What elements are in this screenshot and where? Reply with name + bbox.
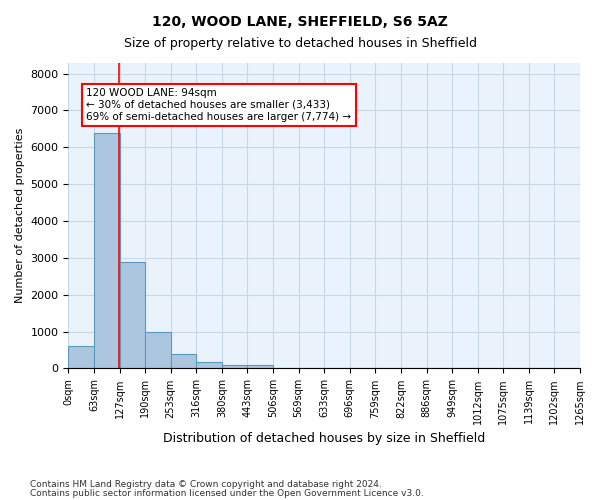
Text: Contains HM Land Registry data © Crown copyright and database right 2024.: Contains HM Land Registry data © Crown c… xyxy=(30,480,382,489)
Bar xyxy=(94,132,119,368)
Bar xyxy=(222,365,247,368)
Bar xyxy=(68,346,94,368)
X-axis label: Distribution of detached houses by size in Sheffield: Distribution of detached houses by size … xyxy=(163,432,485,445)
Text: Contains public sector information licensed under the Open Government Licence v3: Contains public sector information licen… xyxy=(30,488,424,498)
Bar xyxy=(247,366,273,368)
Y-axis label: Number of detached properties: Number of detached properties xyxy=(15,128,25,303)
Bar xyxy=(171,354,196,368)
Bar xyxy=(196,362,222,368)
Text: 120 WOOD LANE: 94sqm
← 30% of detached houses are smaller (3,433)
69% of semi-de: 120 WOOD LANE: 94sqm ← 30% of detached h… xyxy=(86,88,352,122)
Text: Size of property relative to detached houses in Sheffield: Size of property relative to detached ho… xyxy=(124,38,476,51)
Text: 120, WOOD LANE, SHEFFIELD, S6 5AZ: 120, WOOD LANE, SHEFFIELD, S6 5AZ xyxy=(152,15,448,29)
Bar xyxy=(119,262,145,368)
Bar xyxy=(145,332,171,368)
